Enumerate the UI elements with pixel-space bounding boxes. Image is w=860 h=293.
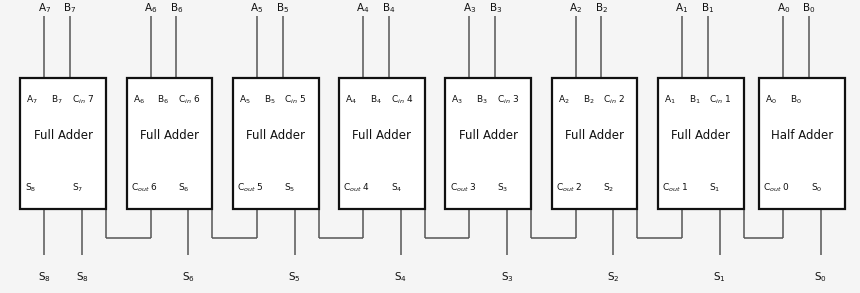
Text: C$_{out}$ 6: C$_{out}$ 6 <box>131 182 157 194</box>
Text: C$_{out}$ 2: C$_{out}$ 2 <box>556 182 582 194</box>
FancyBboxPatch shape <box>552 78 637 209</box>
Text: A$_4$: A$_4$ <box>356 2 370 16</box>
Text: B$_2$: B$_2$ <box>595 2 608 16</box>
Text: S$_8$: S$_8$ <box>76 270 89 284</box>
Text: C$_{out}$ 4: C$_{out}$ 4 <box>343 182 371 194</box>
Text: B$_1$: B$_1$ <box>689 93 701 106</box>
Text: S$_5$: S$_5$ <box>288 270 301 284</box>
Text: Full Adder: Full Adder <box>140 129 199 142</box>
Text: C$_{in}$ 6: C$_{in}$ 6 <box>178 93 200 106</box>
Text: C$_{out}$ 3: C$_{out}$ 3 <box>450 182 476 194</box>
Text: B$_1$: B$_1$ <box>701 2 715 16</box>
Text: A$_5$: A$_5$ <box>239 93 250 106</box>
Text: C$_{in}$ 3: C$_{in}$ 3 <box>497 93 519 106</box>
FancyBboxPatch shape <box>759 78 845 209</box>
Text: Full Adder: Full Adder <box>34 129 93 142</box>
Text: C$_{in}$ 7: C$_{in}$ 7 <box>71 93 94 106</box>
Text: A$_5$: A$_5$ <box>250 2 263 16</box>
Text: B$_0$: B$_0$ <box>790 93 802 106</box>
Text: S$_8$: S$_8$ <box>25 182 36 194</box>
Text: C$_{out}$ 0: C$_{out}$ 0 <box>764 182 790 194</box>
Text: S$_5$: S$_5$ <box>285 182 296 194</box>
Text: C$_{out}$ 5: C$_{out}$ 5 <box>237 182 264 194</box>
Text: C$_{out}$ 1: C$_{out}$ 1 <box>662 182 689 194</box>
Text: A$_1$: A$_1$ <box>675 2 689 16</box>
Text: S$_4$: S$_4$ <box>395 270 408 284</box>
Text: A$_4$: A$_4$ <box>345 93 357 106</box>
FancyBboxPatch shape <box>445 78 531 209</box>
FancyBboxPatch shape <box>339 78 425 209</box>
Text: B$_3$: B$_3$ <box>476 93 488 106</box>
Text: A$_0$: A$_0$ <box>777 2 789 16</box>
Text: B$_3$: B$_3$ <box>488 2 501 16</box>
Text: B$_4$: B$_4$ <box>370 93 382 106</box>
Text: S$_6$: S$_6$ <box>181 270 194 284</box>
FancyBboxPatch shape <box>658 78 744 209</box>
Text: B$_6$: B$_6$ <box>157 93 169 106</box>
Text: B$_7$: B$_7$ <box>64 2 77 16</box>
Text: B$_5$: B$_5$ <box>264 93 275 106</box>
Text: B$_0$: B$_0$ <box>802 2 815 16</box>
Text: A$_7$: A$_7$ <box>38 2 51 16</box>
Text: S$_6$: S$_6$ <box>178 182 189 194</box>
Text: B$_2$: B$_2$ <box>582 93 594 106</box>
FancyBboxPatch shape <box>233 78 318 209</box>
Text: S$_4$: S$_4$ <box>390 182 402 194</box>
Text: B$_4$: B$_4$ <box>382 2 396 16</box>
Text: S$_0$: S$_0$ <box>814 270 827 284</box>
Text: S$_3$: S$_3$ <box>497 182 508 194</box>
FancyBboxPatch shape <box>126 78 212 209</box>
Text: S$_1$: S$_1$ <box>714 270 726 284</box>
Text: A$_2$: A$_2$ <box>569 2 582 16</box>
Text: S$_7$: S$_7$ <box>71 182 83 194</box>
Text: S$_8$: S$_8$ <box>38 270 51 284</box>
Text: Half Adder: Half Adder <box>771 129 833 142</box>
Text: A$_2$: A$_2$ <box>558 93 569 106</box>
Text: C$_{in}$ 1: C$_{in}$ 1 <box>710 93 732 106</box>
Text: C$_{in}$ 5: C$_{in}$ 5 <box>285 93 306 106</box>
Text: Full Adder: Full Adder <box>458 129 518 142</box>
Text: B$_7$: B$_7$ <box>51 93 63 106</box>
Text: B$_5$: B$_5$ <box>276 2 289 16</box>
Text: A$_7$: A$_7$ <box>27 93 38 106</box>
Text: S$_2$: S$_2$ <box>607 270 620 284</box>
Text: A$_3$: A$_3$ <box>463 2 476 16</box>
Text: Full Adder: Full Adder <box>672 129 730 142</box>
Text: B$_6$: B$_6$ <box>169 2 183 16</box>
Text: A$_3$: A$_3$ <box>452 93 464 106</box>
Text: S$_3$: S$_3$ <box>501 270 513 284</box>
Text: A$_6$: A$_6$ <box>144 2 157 16</box>
Text: C$_{in}$ 2: C$_{in}$ 2 <box>603 93 625 106</box>
Text: S$_2$: S$_2$ <box>603 182 614 194</box>
Text: S$_0$: S$_0$ <box>811 182 822 194</box>
Text: A$_0$: A$_0$ <box>765 93 777 106</box>
Text: S$_1$: S$_1$ <box>710 182 721 194</box>
Text: C$_{in}$ 4: C$_{in}$ 4 <box>390 93 413 106</box>
Text: Full Adder: Full Adder <box>565 129 624 142</box>
Text: A$_1$: A$_1$ <box>664 93 676 106</box>
Text: Full Adder: Full Adder <box>246 129 305 142</box>
Text: A$_6$: A$_6$ <box>132 93 144 106</box>
Text: Full Adder: Full Adder <box>353 129 411 142</box>
FancyBboxPatch shape <box>21 78 106 209</box>
